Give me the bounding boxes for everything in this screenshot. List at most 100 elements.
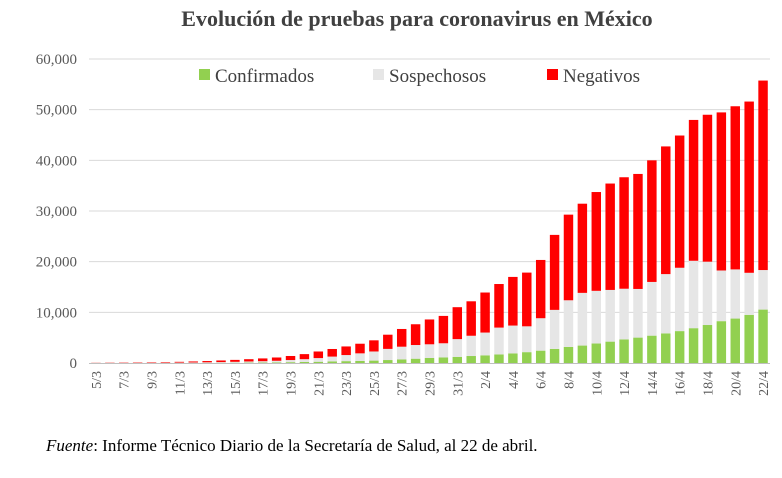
bar-negativos-28-3 <box>410 324 421 346</box>
bar-negativos-9-4 <box>577 203 588 293</box>
source-text: : Informe Técnico Diario de la Secretarí… <box>93 436 538 455</box>
bar-confirmados-27-3 <box>396 359 407 363</box>
bar-sospechosos-15-3 <box>230 361 240 363</box>
bar-negativos-6-4 <box>535 259 546 319</box>
bar-sospechosos-1-4 <box>466 335 476 357</box>
bar-chart: Evolución de pruebas para coronavirus en… <box>36 6 772 396</box>
legend-label-confirmados: Confirmados <box>215 66 314 87</box>
x-tick-label: 2/4 <box>479 371 494 389</box>
bar-sospechosos-25-3 <box>369 351 379 361</box>
bar-confirmados-17-4 <box>688 328 699 363</box>
bar-negativos-22-4 <box>758 80 768 271</box>
bar-negativos-21-4 <box>744 101 754 273</box>
bar-sospechosos-27-3 <box>396 346 407 360</box>
legend-swatch-confirmados <box>199 69 210 80</box>
chart-title: Evolución de pruebas para coronavirus en… <box>181 6 652 31</box>
bar-confirmados-1-4 <box>466 356 476 363</box>
bar-negativos-24-3 <box>355 343 365 354</box>
bar-sospechosos-6-4 <box>535 318 546 351</box>
x-tick-label: 27/3 <box>396 371 411 396</box>
bar-negativos-7-4 <box>549 234 560 310</box>
bar-confirmados-18-4 <box>702 325 713 363</box>
y-tick-label: 10,000 <box>36 305 77 321</box>
bar-negativos-17-4 <box>688 119 699 261</box>
bar-sospechosos-31-3 <box>452 339 463 357</box>
x-tick-label: 23/3 <box>340 371 355 396</box>
bar-negativos-23-3 <box>341 346 351 356</box>
bar-confirmados-18-3 <box>271 362 282 363</box>
bar-negativos-11-3 <box>174 361 185 363</box>
bar-sospechosos-8-4 <box>563 300 574 347</box>
x-tick-label: 10/4 <box>590 371 605 396</box>
legend-label-sospechosos: Sospechosos <box>389 66 486 87</box>
bar-sospechosos-11-4 <box>605 289 615 342</box>
bar-sospechosos-15-4 <box>661 274 671 334</box>
bar-confirmados-12-4 <box>619 339 629 363</box>
bar-negativos-21-3 <box>313 351 324 359</box>
bar-sospechosos-30-3 <box>438 343 449 358</box>
bar-sospechosos-22-4 <box>758 270 768 310</box>
source-note: Fuente: Informe Técnico Diario de la Sec… <box>46 436 538 456</box>
bar-sospechosos-13-4 <box>633 288 643 338</box>
x-tick-label: 6/4 <box>535 371 550 389</box>
bar-sospechosos-18-3 <box>271 360 282 363</box>
bar-negativos-3-4 <box>494 284 504 328</box>
bar-sospechosos-16-4 <box>674 267 685 332</box>
bar-negativos-11-4 <box>605 183 615 290</box>
x-tick-label: 12/4 <box>618 371 633 396</box>
y-tick-label: 0 <box>70 356 78 372</box>
bar-confirmados-21-3 <box>313 361 324 363</box>
bar-sospechosos-19-4 <box>716 270 727 322</box>
y-tick-label: 30,000 <box>36 204 77 220</box>
bar-confirmados-7-4 <box>549 348 560 363</box>
bar-negativos-16-3 <box>244 359 254 362</box>
bar-negativos-10-3 <box>160 362 171 363</box>
bar-confirmados-24-3 <box>355 360 365 363</box>
bar-negativos-12-4 <box>619 177 629 289</box>
bar-sospechosos-13-3 <box>202 362 212 363</box>
x-tick-label: 5/3 <box>90 371 105 389</box>
bar-negativos-10-4 <box>591 192 601 291</box>
bar-sospechosos-17-3 <box>258 361 268 363</box>
bar-sospechosos-16-3 <box>244 361 254 363</box>
x-tick-label: 19/3 <box>285 371 300 396</box>
bar-negativos-16-4 <box>674 135 685 268</box>
bar-negativos-20-4 <box>730 106 740 270</box>
bar-confirmados-29-3 <box>424 357 435 363</box>
bar-sospechosos-19-3 <box>285 360 296 363</box>
bar-negativos-5-4 <box>522 272 532 327</box>
bar-sospechosos-29-3 <box>424 344 435 358</box>
bar-sospechosos-21-3 <box>313 358 324 362</box>
bar-sospechosos-24-3 <box>355 353 365 361</box>
x-tick-label: 4/4 <box>507 371 522 389</box>
bar-confirmados-16-4 <box>674 331 685 363</box>
legend-label-negativos: Negativos <box>563 66 640 87</box>
bar-negativos-17-3 <box>258 358 268 362</box>
bar-sospechosos-7-4 <box>549 309 560 349</box>
bar-negativos-22-3 <box>327 348 337 357</box>
bar-confirmados-2-4 <box>480 355 490 363</box>
bar-negativos-13-4 <box>633 173 643 289</box>
bar-confirmados-14-4 <box>647 335 657 363</box>
x-tick-label: 22/4 <box>757 371 772 396</box>
bar-sospechosos-17-4 <box>688 260 699 329</box>
bar-negativos-29-3 <box>424 319 435 345</box>
bar-sospechosos-14-4 <box>647 281 657 336</box>
bar-sospechosos-22-3 <box>327 356 337 362</box>
x-tick-label: 29/3 <box>424 371 439 396</box>
bar-confirmados-20-4 <box>730 318 740 363</box>
bar-confirmados-10-4 <box>591 343 601 363</box>
y-tick-label: 50,000 <box>36 103 77 119</box>
y-tick-label: 40,000 <box>36 153 77 169</box>
y-tick-label: 20,000 <box>36 255 77 271</box>
bar-confirmados-31-3 <box>452 356 463 363</box>
bar-sospechosos-2-4 <box>480 332 490 356</box>
bar-sospechosos-26-3 <box>383 348 393 361</box>
x-tick-label: 20/4 <box>729 371 744 396</box>
x-tick-label: 17/3 <box>257 371 272 396</box>
bar-negativos-4-4 <box>508 276 518 326</box>
bar-negativos-18-3 <box>271 357 282 361</box>
bar-sospechosos-5-4 <box>522 326 532 353</box>
bar-confirmados-9-4 <box>577 345 588 363</box>
